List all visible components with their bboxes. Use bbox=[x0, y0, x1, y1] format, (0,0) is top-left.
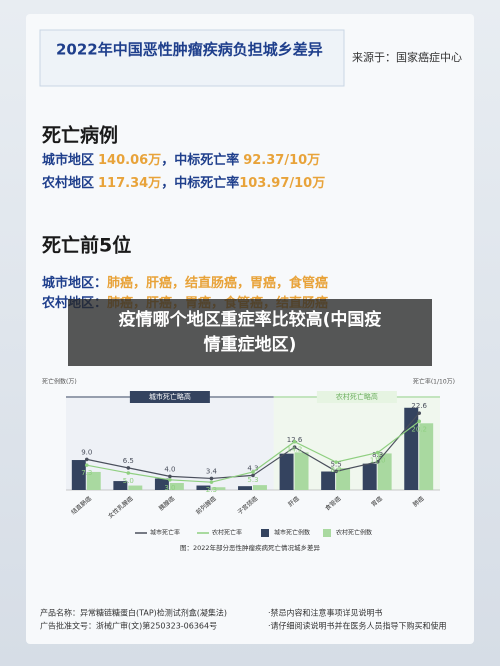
legend-label: 农村死亡例数 bbox=[336, 529, 372, 537]
rate-point bbox=[417, 411, 422, 415]
top5-heading: 死亡前5位 bbox=[42, 234, 131, 257]
bar bbox=[294, 452, 309, 490]
source: 来源于：国家癌症中心 bbox=[352, 50, 462, 64]
bar bbox=[169, 482, 184, 490]
overlay-title: 疫情哪个地区重症率比较高(中国疫 bbox=[119, 309, 382, 330]
deaths-row: 城市地区 140.06万，中标死亡率 92.37/10万 bbox=[42, 152, 320, 168]
bar bbox=[362, 463, 377, 490]
y-axis-label: 死亡例数(万) bbox=[42, 378, 77, 386]
bar bbox=[404, 407, 419, 490]
rate-point bbox=[334, 469, 338, 474]
footer-left: 广告批准文号：浙械广审(文)第250323-06364号 bbox=[40, 621, 217, 631]
rate-label: 2.3 bbox=[206, 486, 217, 494]
region: 城市地区 bbox=[42, 152, 94, 168]
rate-point bbox=[251, 470, 255, 474]
deaths-row: 农村地区 117.34万，中标死亡率103.97/10万 bbox=[41, 175, 325, 191]
rate-label: 4.3 bbox=[247, 464, 258, 472]
rate-point bbox=[84, 463, 89, 467]
rate-label: 3.4 bbox=[206, 467, 218, 475]
bar bbox=[196, 485, 211, 490]
rate-label: 6.5 bbox=[123, 457, 134, 465]
legend-swatch bbox=[323, 529, 331, 537]
bar bbox=[113, 481, 128, 490]
rate-label: ，中标死亡率 bbox=[161, 175, 239, 191]
bar bbox=[253, 485, 267, 490]
y2-axis-label: 死亡率(1/10万) bbox=[413, 378, 455, 386]
rate-point bbox=[168, 474, 172, 479]
bar bbox=[238, 486, 252, 490]
bar bbox=[279, 453, 294, 490]
legend-label: 城市死亡例数 bbox=[274, 529, 310, 537]
rate-point bbox=[209, 480, 214, 484]
rate-point bbox=[292, 445, 297, 449]
bar bbox=[154, 478, 169, 490]
rate: 92.37/10万 bbox=[243, 153, 320, 168]
overlay bbox=[68, 299, 432, 366]
count: 140.06万 bbox=[98, 153, 161, 168]
rate-point bbox=[417, 419, 422, 424]
region: 城市地区： bbox=[42, 275, 107, 291]
rate: 103.97/10万 bbox=[239, 176, 325, 191]
rate-point bbox=[209, 476, 214, 481]
rate-label: ，中标死亡率 bbox=[161, 152, 239, 168]
bar bbox=[321, 471, 336, 490]
bar bbox=[419, 423, 434, 490]
bar bbox=[377, 453, 392, 490]
legend-swatch bbox=[261, 529, 269, 537]
rate-point bbox=[334, 460, 338, 464]
rate-point bbox=[126, 466, 131, 470]
rate-label: 5.5 bbox=[331, 460, 342, 468]
panel-title: 城市死亡略高 bbox=[149, 392, 191, 401]
overlay-title: 情重症地区) bbox=[204, 334, 297, 355]
footer-left: 产品名称：异常糖链糖蛋白(TAP)检测试剂盒(凝集法) bbox=[40, 608, 227, 618]
legend-label: 城市死亡率 bbox=[150, 529, 180, 537]
region: 农村地区 bbox=[41, 175, 94, 191]
rate-point bbox=[251, 473, 255, 478]
rate-label: 20.2 bbox=[411, 425, 427, 433]
rate-label: 5.0 bbox=[123, 477, 134, 485]
panel-title: 农村死亡略高 bbox=[336, 392, 378, 401]
chart-caption: 图：2022年部分恶性肿瘤疾病死亡情况城乡差异 bbox=[180, 543, 321, 552]
rate-point bbox=[84, 457, 89, 462]
rate-label: 7.3 bbox=[81, 469, 92, 477]
rate-label: 4.0 bbox=[164, 465, 175, 473]
top5-row: 城市地区：肺癌，肝癌，结直肠癌，胃癌，食管癌 bbox=[42, 275, 328, 291]
rate-label: 8.2 bbox=[331, 466, 342, 474]
legend-label: 农村死亡率 bbox=[212, 529, 242, 537]
rate-point bbox=[168, 478, 172, 482]
rate-label: 22.6 bbox=[411, 402, 427, 410]
count: 117.34万 bbox=[98, 176, 161, 191]
rate-label: 5.3 bbox=[247, 476, 258, 484]
rate-label: 3.0 bbox=[164, 484, 175, 492]
footer-right: ·禁忌内容和注意事项详见说明书 bbox=[268, 608, 383, 618]
bar bbox=[71, 460, 86, 490]
rate-point bbox=[126, 471, 131, 475]
title: 2022年中国恶性肿瘤疾病负担城乡差异 bbox=[56, 41, 323, 59]
panel-tag bbox=[316, 391, 397, 403]
title-box bbox=[39, 29, 345, 87]
bar bbox=[211, 487, 226, 490]
rate-label: 8.3 bbox=[372, 451, 383, 459]
bar bbox=[128, 485, 143, 490]
bar bbox=[86, 471, 101, 490]
rate-point bbox=[292, 439, 297, 444]
panel-tag bbox=[129, 391, 210, 403]
rate-label: 9.0 bbox=[81, 448, 92, 456]
rate-label: 11.0 bbox=[370, 457, 386, 465]
rate-label: 14.2 bbox=[287, 446, 303, 454]
rate-point bbox=[375, 459, 380, 464]
footer-right: ·请仔细阅读说明书并在医务人员指导下购买和使用 bbox=[268, 621, 447, 631]
bar bbox=[336, 468, 351, 490]
rate-point bbox=[375, 450, 380, 455]
deaths-heading: 死亡病例 bbox=[42, 124, 118, 147]
cancers: 肺癌，肝癌，结直肠癌，胃癌，食管癌 bbox=[107, 275, 328, 291]
